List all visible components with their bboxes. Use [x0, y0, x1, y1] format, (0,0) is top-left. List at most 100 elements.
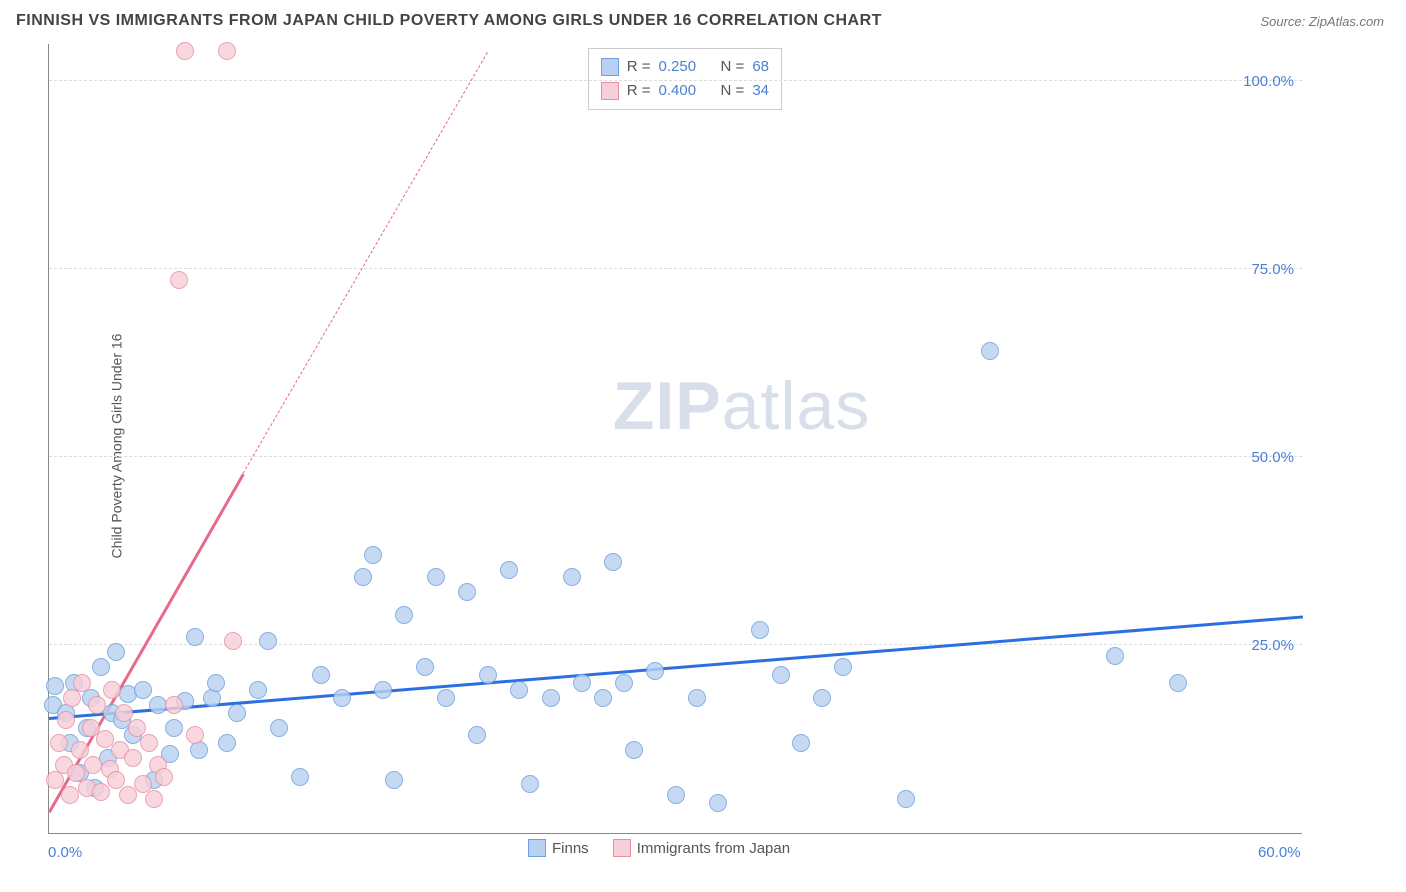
data-point-finns	[834, 658, 852, 676]
gridline	[49, 80, 1302, 81]
watermark: ZIPatlas	[613, 367, 870, 445]
legend-label: Finns	[552, 840, 589, 857]
watermark-atlas: atlas	[722, 368, 871, 444]
data-point-finns	[149, 696, 167, 714]
data-point-finns	[437, 689, 455, 707]
data-point-finns	[165, 719, 183, 737]
data-point-finns	[615, 674, 633, 692]
data-point-japan	[115, 704, 133, 722]
data-point-finns	[385, 771, 403, 789]
data-point-finns	[228, 704, 246, 722]
data-point-finns	[374, 681, 392, 699]
legend-swatch	[528, 839, 546, 857]
legend-swatch	[601, 58, 619, 76]
legend-r-label: R =	[627, 55, 651, 79]
data-point-japan	[73, 674, 91, 692]
data-point-japan	[186, 726, 204, 744]
data-point-finns	[563, 568, 581, 586]
data-point-japan	[176, 42, 194, 60]
data-point-finns	[354, 568, 372, 586]
data-point-finns	[92, 658, 110, 676]
data-point-japan	[218, 42, 236, 60]
legend-n-value: 68	[752, 55, 769, 79]
data-point-finns	[594, 689, 612, 707]
data-point-finns	[270, 719, 288, 737]
legend-r-label: R =	[627, 79, 651, 103]
data-point-finns	[981, 342, 999, 360]
data-point-finns	[625, 741, 643, 759]
data-point-finns	[792, 734, 810, 752]
x-tick-label: 0.0%	[48, 844, 82, 861]
series-legend: Finns Immigrants from Japan	[528, 839, 790, 857]
data-point-finns	[458, 583, 476, 601]
legend-stat-row-japan: R = 0.400 N = 34	[601, 79, 769, 103]
legend-swatch	[601, 82, 619, 100]
data-point-japan	[71, 741, 89, 759]
x-tick-label: 60.0%	[1258, 844, 1301, 861]
data-point-japan	[165, 696, 183, 714]
watermark-zip: ZIP	[613, 368, 722, 444]
trend-line-extrapolated	[243, 52, 488, 474]
legend-n-value: 34	[752, 79, 769, 103]
data-point-finns	[751, 621, 769, 639]
data-point-finns	[709, 794, 727, 812]
chart-source: Source: ZipAtlas.com	[1260, 14, 1384, 29]
data-point-japan	[140, 734, 158, 752]
data-point-japan	[155, 768, 173, 786]
data-point-finns	[510, 681, 528, 699]
data-point-finns	[897, 790, 915, 808]
data-point-finns	[218, 734, 236, 752]
data-point-finns	[107, 643, 125, 661]
y-tick-label: 25.0%	[1251, 637, 1294, 654]
legend-n-label: N =	[721, 79, 745, 103]
legend-r-value: 0.400	[659, 79, 713, 103]
legend-item-japan: Immigrants from Japan	[613, 839, 790, 857]
data-point-finns	[542, 689, 560, 707]
legend-item-finns: Finns	[528, 839, 589, 857]
data-point-finns	[134, 681, 152, 699]
data-point-finns	[500, 561, 518, 579]
legend-n-label: N =	[721, 55, 745, 79]
data-point-finns	[259, 632, 277, 650]
data-point-finns	[333, 689, 351, 707]
data-point-finns	[521, 775, 539, 793]
data-point-japan	[124, 749, 142, 767]
data-point-finns	[291, 768, 309, 786]
y-tick-label: 100.0%	[1243, 73, 1294, 90]
gridline	[49, 456, 1302, 457]
legend-r-value: 0.250	[659, 55, 713, 79]
chart-title: FINNISH VS IMMIGRANTS FROM JAPAN CHILD P…	[16, 12, 882, 30]
data-point-japan	[128, 719, 146, 737]
data-point-japan	[145, 790, 163, 808]
data-point-finns	[416, 658, 434, 676]
data-point-finns	[395, 606, 413, 624]
data-point-finns	[479, 666, 497, 684]
data-point-japan	[61, 786, 79, 804]
data-point-finns	[646, 662, 664, 680]
data-point-finns	[667, 786, 685, 804]
data-point-japan	[84, 756, 102, 774]
data-point-finns	[364, 546, 382, 564]
data-point-finns	[186, 628, 204, 646]
data-point-finns	[312, 666, 330, 684]
data-point-finns	[604, 553, 622, 571]
data-point-finns	[772, 666, 790, 684]
data-point-finns	[249, 681, 267, 699]
data-point-japan	[57, 711, 75, 729]
data-point-japan	[88, 696, 106, 714]
data-point-japan	[107, 771, 125, 789]
data-point-japan	[50, 734, 68, 752]
data-point-japan	[170, 271, 188, 289]
data-point-japan	[63, 689, 81, 707]
data-point-finns	[427, 568, 445, 586]
data-point-finns	[207, 674, 225, 692]
legend-stat-row-finns: R = 0.250 N = 68	[601, 55, 769, 79]
data-point-finns	[573, 674, 591, 692]
data-point-finns	[1169, 674, 1187, 692]
legend-label: Immigrants from Japan	[637, 840, 790, 857]
data-point-japan	[103, 681, 121, 699]
gridline	[49, 268, 1302, 269]
legend-swatch	[613, 839, 631, 857]
data-point-japan	[224, 632, 242, 650]
data-point-finns	[46, 677, 64, 695]
